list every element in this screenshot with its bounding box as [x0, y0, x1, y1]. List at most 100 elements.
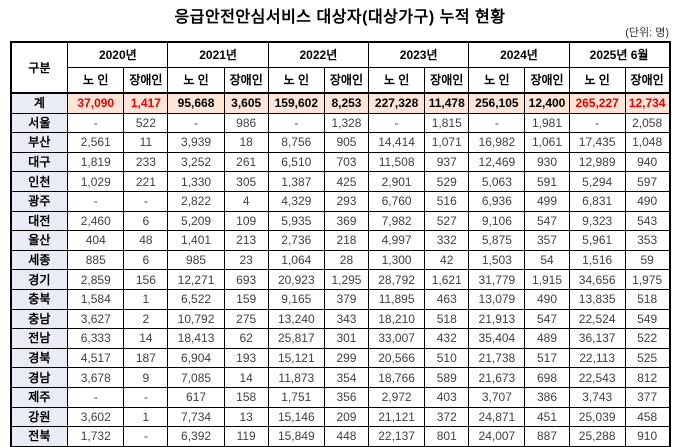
sub-header-disabled-3: 장애인 [424, 67, 470, 94]
data-cell: 2,859 [67, 269, 125, 290]
data-cell: 887 [524, 426, 570, 447]
data-cell: 432 [424, 328, 470, 349]
data-cell: 95,668 [167, 92, 225, 114]
data-cell: 159 [223, 288, 269, 310]
data-cell: 543 [624, 210, 671, 232]
data-cell: 7,734 [167, 406, 225, 428]
data-cell: 8,253 [323, 92, 370, 114]
data-cell: 20,923 [267, 269, 325, 290]
data-cell: 305 [223, 171, 269, 192]
data-cell: 159,602 [267, 92, 325, 114]
data-cell: 463 [424, 288, 470, 310]
data-cell: 5,209 [167, 210, 225, 232]
data-cell: 1,295 [323, 269, 370, 290]
data-cell: 7,982 [368, 210, 426, 232]
data-cell: 5,961 [568, 230, 626, 251]
data-cell: 885 [67, 249, 125, 271]
sub-header-disabled-2: 장애인 [323, 67, 370, 94]
data-cell: 1,751 [267, 386, 325, 408]
data-cell: 218 [323, 230, 370, 251]
data-cell: 905 [323, 132, 370, 153]
row-header-경북: 경북 [9, 347, 69, 369]
sub-header-disabled-5: 장애인 [624, 67, 671, 94]
data-cell: 2,901 [368, 171, 426, 192]
data-cell: 6,392 [167, 426, 225, 447]
data-cell: 332 [424, 230, 470, 251]
data-cell: - [468, 112, 526, 134]
data-cell: 2,736 [267, 230, 325, 251]
data-cell: 698 [524, 367, 570, 388]
data-cell: 517 [524, 347, 570, 369]
data-cell: 54 [524, 249, 570, 271]
data-cell: 4 [223, 190, 269, 212]
data-cell: 1,071 [424, 132, 470, 153]
data-cell: 1 [123, 288, 169, 310]
data-cell: 547 [524, 210, 570, 232]
sub-header-elderly-4: 노 인 [468, 67, 526, 94]
data-cell: 1 [123, 406, 169, 428]
data-cell: 36,137 [568, 328, 626, 349]
data-cell: 3,707 [468, 386, 526, 408]
data-cell: 13 [223, 406, 269, 428]
data-cell: 18,413 [167, 328, 225, 349]
data-cell: 812 [624, 367, 671, 388]
data-cell: 1,048 [624, 132, 671, 153]
data-cell: - [267, 112, 325, 134]
year-header-1: 2021년 [167, 41, 269, 68]
data-cell: 6,333 [67, 328, 125, 349]
data-cell: 525 [624, 347, 671, 369]
data-cell: 547 [524, 308, 570, 330]
data-cell: 617 [167, 386, 225, 408]
row-header-경남: 경남 [9, 367, 69, 388]
data-cell: 549 [624, 308, 671, 330]
data-cell: 2,822 [167, 190, 225, 212]
data-cell: 9,106 [468, 210, 526, 232]
data-cell: 4,997 [368, 230, 426, 251]
row-header-제주: 제주 [9, 386, 69, 408]
data-cell: 801 [424, 426, 470, 447]
data-cell: 985 [167, 249, 225, 271]
data-cell: 20,566 [368, 347, 426, 369]
data-cell: 59 [624, 249, 671, 271]
data-cell: 1,064 [267, 249, 325, 271]
data-cell: 522 [123, 112, 169, 134]
row-header-전남: 전남 [9, 328, 69, 349]
data-cell: 1,975 [624, 269, 671, 290]
sub-header-elderly-2: 노 인 [267, 67, 325, 94]
data-cell: 9,165 [267, 288, 325, 310]
row-header-울산: 울산 [9, 230, 69, 251]
table-row-서울: 서울 -522-986-1,328-1,815-1,981-2,058 [9, 112, 671, 134]
data-cell: 13,835 [568, 288, 626, 310]
data-cell: 35,404 [468, 328, 526, 349]
data-cell: 23 [223, 249, 269, 271]
data-cell: 6,831 [568, 190, 626, 212]
data-cell: 9 [123, 367, 169, 388]
data-cell: 527 [424, 210, 470, 232]
year-header-5: 2025년 6월 [568, 41, 671, 68]
sub-header-disabled-0: 장애인 [123, 67, 169, 94]
row-header-서울: 서울 [9, 112, 69, 134]
data-cell: 1,401 [167, 230, 225, 251]
data-cell: 42 [424, 249, 470, 271]
data-cell: 379 [323, 288, 370, 310]
data-cell: 937 [424, 151, 470, 173]
data-cell: 1,584 [67, 288, 125, 310]
row-header-전북: 전북 [9, 426, 69, 447]
data-cell: - [368, 112, 426, 134]
data-cell: 1,819 [67, 151, 125, 173]
data-cell: 158 [223, 386, 269, 408]
data-cell: 28,792 [368, 269, 426, 290]
data-cell: 119 [223, 426, 269, 447]
data-cell: 425 [323, 171, 370, 192]
data-cell: 369 [323, 210, 370, 232]
header-row-years: 구분 2020년 2021년 2022년 2023년 2024년 2025년 6월 [9, 41, 671, 94]
data-cell: 377 [624, 386, 671, 408]
data-cell: 9,323 [568, 210, 626, 232]
data-cell: 353 [624, 230, 671, 251]
data-cell: 21,673 [468, 367, 526, 388]
data-cell: 24,871 [468, 406, 526, 428]
table-header: 구분 2020년 2021년 2022년 2023년 2024년 2025년 6월 노 인 장애… [9, 41, 671, 94]
table-row-경기: 경기 2,859 156 12,271 693 20,923 1,295 28,792 1,62… [9, 269, 671, 290]
table-row-대전: 대전 2,460 6 5,209 109 5,935 369 7,982 527 9,106 547… [9, 210, 671, 232]
data-cell: 458 [624, 406, 671, 428]
